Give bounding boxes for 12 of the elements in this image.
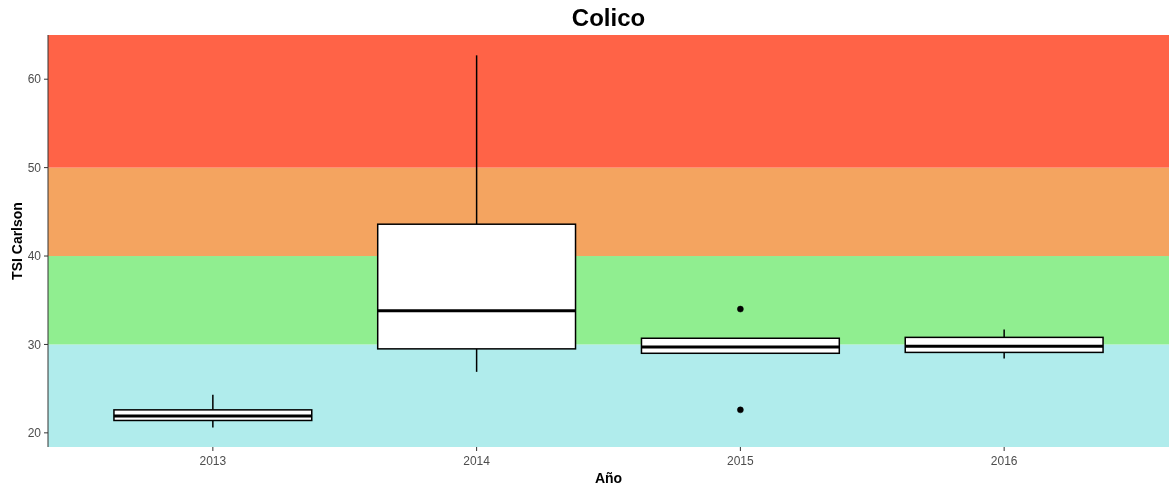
y-tick-label: 30 <box>27 337 42 352</box>
x-tick-label: 2013 <box>199 454 227 468</box>
chart-title: Colico <box>571 4 646 31</box>
x-tick-label: 2016 <box>990 454 1018 468</box>
y-tick-label: 50 <box>27 160 42 175</box>
x-axis-title: Año <box>594 470 623 486</box>
y-tick-label: 60 <box>27 72 42 87</box>
y-tick-label: 40 <box>27 249 42 264</box>
x-tick-label: 2014 <box>463 454 491 468</box>
y-axis-title: TSI Carlson <box>9 202 25 280</box>
y-tick-label: 20 <box>27 426 42 441</box>
x-tick-label: 2015 <box>727 454 755 468</box>
